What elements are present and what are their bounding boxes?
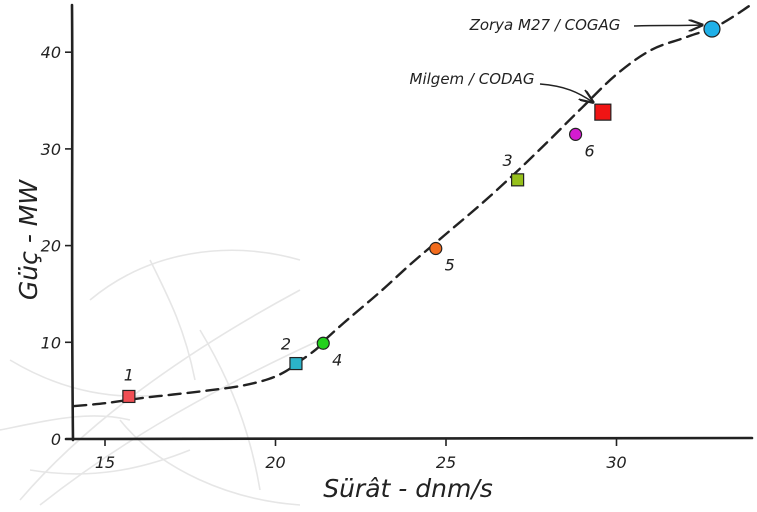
point-label: 3 [503,151,513,170]
point-label: 5 [445,256,455,275]
y-axis-ticks: 0 10 20 30 40 [41,43,72,449]
axes [64,3,754,442]
x-tick-label: 30 [606,453,626,472]
callout-arrow [633,25,702,26]
data-points [122,20,721,404]
x-tick-label: 25 [436,453,456,472]
data-point [703,20,721,38]
data-point [568,127,583,141]
y-tick-label: 40 [41,43,61,62]
trend-curve [73,4,751,408]
point-labels: 1 2 4 5 3 6 [124,141,595,384]
y-tick-label: 10 [41,333,61,352]
x-axis-ticks: 15 20 25 30 [95,439,627,472]
callout-label: Zorya M27 / COGAG [469,16,621,34]
y-tick-label: 30 [41,140,61,159]
point-label: 6 [584,141,594,160]
data-point [316,336,330,350]
x-axis-title: Sürât - dnm/s [323,474,493,503]
y-tick-label: 20 [41,237,61,256]
x-axis-line [64,436,754,441]
point-label: 1 [124,365,134,384]
callout-label: Milgem / CODAG [410,70,535,88]
data-point [594,103,612,121]
y-tick-label: 0 [51,430,61,449]
x-tick-label: 20 [265,453,285,472]
callout-arrow [539,83,593,102]
point-label: 4 [332,350,342,369]
data-point [289,356,303,371]
data-point [429,241,443,256]
data-point [122,389,136,404]
y-axis-title: Güç - MW [14,179,43,300]
callouts: Milgem / CODAG Zorya M27 / COGAG [410,16,702,102]
x-tick-label: 15 [95,453,115,472]
y-axis-line [70,3,75,442]
point-label: 2 [281,335,291,354]
data-point [511,173,525,187]
